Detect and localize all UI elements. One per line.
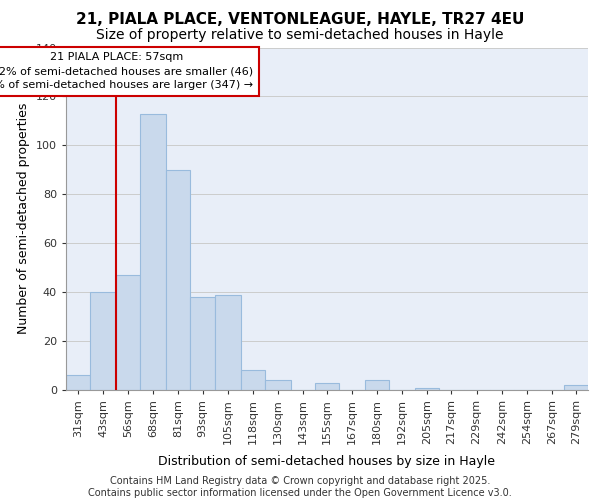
Text: 21 PIALA PLACE: 57sqm
← 12% of semi-detached houses are smaller (46)
88% of semi: 21 PIALA PLACE: 57sqm ← 12% of semi-deta… xyxy=(0,52,253,90)
Y-axis label: Number of semi-detached properties: Number of semi-detached properties xyxy=(17,103,30,334)
Text: 21, PIALA PLACE, VENTONLEAGUE, HAYLE, TR27 4EU: 21, PIALA PLACE, VENTONLEAGUE, HAYLE, TR… xyxy=(76,12,524,28)
Bar xyxy=(140,114,166,390)
Bar xyxy=(564,385,588,390)
Bar xyxy=(365,380,389,390)
Text: Size of property relative to semi-detached houses in Hayle: Size of property relative to semi-detach… xyxy=(96,28,504,42)
Text: Contains HM Land Registry data © Crown copyright and database right 2025.
Contai: Contains HM Land Registry data © Crown c… xyxy=(88,476,512,498)
Bar xyxy=(315,382,339,390)
Bar xyxy=(116,275,140,390)
Bar xyxy=(190,297,215,390)
Bar xyxy=(265,380,291,390)
Bar xyxy=(66,376,90,390)
Bar xyxy=(215,294,241,390)
X-axis label: Distribution of semi-detached houses by size in Hayle: Distribution of semi-detached houses by … xyxy=(158,456,496,468)
Bar xyxy=(415,388,439,390)
Bar xyxy=(166,170,190,390)
Bar xyxy=(90,292,116,390)
Bar xyxy=(241,370,265,390)
